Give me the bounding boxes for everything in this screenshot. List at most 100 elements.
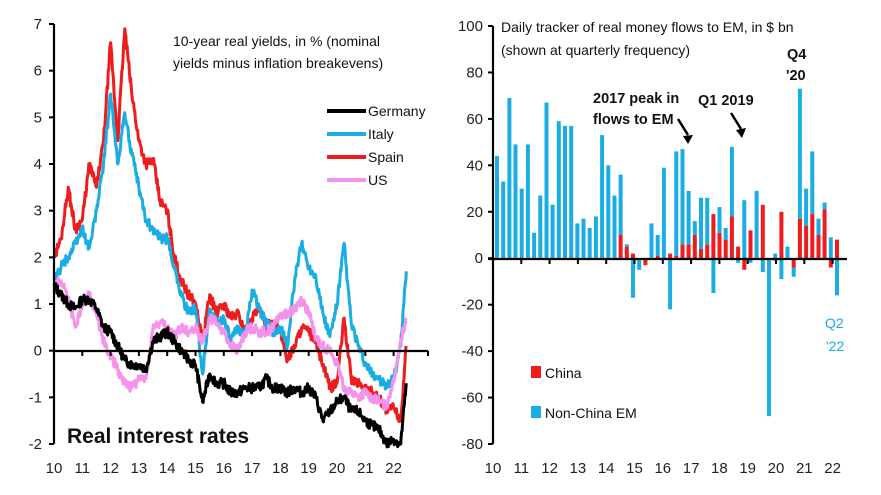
bar-non-china-em [550,204,555,259]
bar-non-china-em [822,202,827,210]
legend: China Non-China EM [531,365,637,421]
annotation-q1-2019: Q1 2019 [698,93,754,109]
bar-non-china-em [593,216,598,259]
bar-non-china-em [513,144,518,259]
bar-non-china-em [507,98,512,259]
bar-china [631,253,635,259]
bar-china [797,218,802,259]
y-tick-label: 0 [34,343,42,360]
x-tick-label: 18 [711,460,728,477]
x-tick-label: 22 [824,460,841,477]
bar-non-china-em [767,258,771,417]
x-tick-label: 22 [385,460,402,477]
y-tick-label: 2 [34,249,42,266]
bar-non-china-em [563,125,567,259]
bar-non-china-em [519,188,524,259]
bar-non-china-em [773,253,778,259]
chart-title-line-2: (shown at quarterly frequency) [501,42,690,58]
bar-china [643,258,648,266]
x-tick-label: 19 [739,460,756,477]
x-tick-label: 13 [570,460,587,477]
bar-non-china-em [525,144,530,259]
chart-title-line-1: 10-year real yields, in % (nominal [173,33,380,49]
bar-non-china-em [680,149,685,245]
bar-non-china-em [742,200,747,259]
bar-china [810,214,815,259]
y-tick-label: -20 [461,297,483,314]
line-series-germany [52,282,408,449]
y-tick-label: -1 [29,389,42,406]
x-tick-label: 21 [796,460,813,477]
x-ticks: 10 11 12 13 14 15 16 17 18 19 20 21 22 [46,351,429,477]
bar-china [742,258,747,270]
y-tick-label: 1 [34,296,42,313]
bar-china [729,216,734,259]
legend-label-germany: Germany [368,103,426,119]
bar-china [618,235,623,259]
y-tick-label: 5 [34,109,42,126]
bar-non-china-em [835,258,839,296]
x-tick-label: 13 [131,460,148,477]
bar-non-china-em [699,197,703,249]
y-tick-label: 80 [466,64,483,81]
x-tick-label: 20 [768,460,785,477]
x-ticks: 10 11 12 13 14 15 16 17 18 19 20 21 22 [485,259,841,477]
bar-non-china-em [575,223,580,259]
bar-series-group [495,88,839,417]
bar-china [736,246,741,259]
annotation-q4-20-line-2: '20 [786,68,806,84]
bar-non-china-em [606,165,611,259]
x-tick-label: 14 [159,460,176,477]
bar-non-china-em [495,156,499,259]
bar-non-china-em [649,223,654,259]
y-tick-label: 6 [34,63,42,80]
arrow-icon [676,118,693,144]
bar-non-china-em [785,246,790,259]
bar-non-china-em [501,181,506,259]
annotation-q2-22-line-1: Q2 [825,315,844,331]
bar-non-china-em [736,258,741,263]
bar-non-china-em [810,151,815,215]
annotation-2017-peak-line-2: flows to EM [593,112,674,128]
y-tick-label: -40 [461,343,483,360]
x-tick-label: 11 [514,460,530,477]
annotation-2017-peak-line-1: 2017 peak in [593,91,679,107]
bar-china [723,239,728,259]
bar-china [791,258,796,268]
legend-label-non-china-em: Non-China EM [545,405,637,421]
bar-china [686,244,691,259]
bar-non-china-em [581,218,586,259]
bar-non-china-em [600,135,605,259]
bar-non-china-em [692,221,697,235]
x-tick-label: 10 [46,460,63,477]
bar-non-china-em [686,190,691,245]
arrow-icon [729,112,746,138]
bar-non-china-em [804,188,809,226]
bar-non-china-em [556,121,561,259]
bar-non-china-em [729,146,734,217]
bar-non-china-em [791,267,796,277]
bar-non-china-em [797,88,802,219]
bar-china [680,244,685,259]
y-tick-label: -60 [461,390,483,407]
bar-non-china-em [624,244,629,247]
bar-non-china-em [655,235,660,256]
bar-china [748,230,753,259]
bar-non-china-em [668,258,673,310]
y-tick-label: 100 [458,18,483,35]
x-tick-label: 15 [187,460,204,477]
bar-china [779,211,784,259]
line-series-group [52,27,408,449]
legend-label-china: China [545,365,582,381]
bar-non-china-em [532,232,537,259]
bar-non-china-em [816,218,821,235]
bar-china [668,253,673,259]
annotation-q4-20-line-1: Q4 [787,47,806,63]
line-series-spain [53,27,408,423]
bar-non-china-em [637,258,642,270]
chart-title-line-2: yields minus inflation breakevens) [173,55,383,71]
bar-non-china-em [711,258,716,293]
y-tick-label: 0 [475,250,483,267]
